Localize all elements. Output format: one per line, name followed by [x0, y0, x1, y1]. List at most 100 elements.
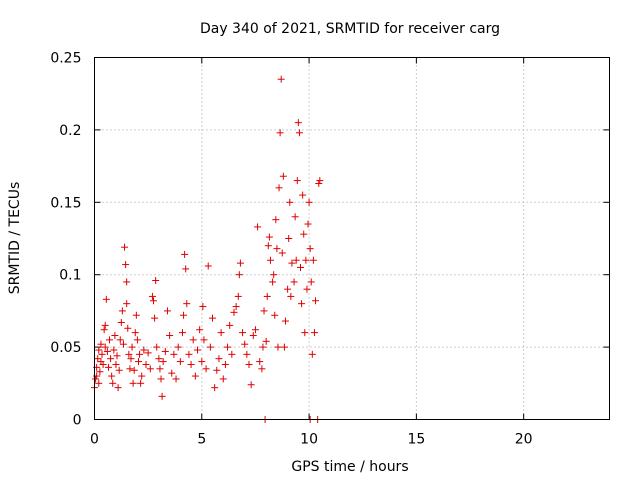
data-point	[112, 360, 120, 368]
data-point	[306, 245, 314, 253]
data-point	[115, 366, 123, 374]
data-point	[103, 347, 111, 355]
data-point	[121, 243, 129, 251]
data-point	[159, 358, 167, 366]
data-point	[132, 311, 140, 319]
data-point	[300, 230, 308, 238]
y-tick-label: 0.1	[59, 268, 81, 284]
data-point	[272, 216, 280, 224]
data-point	[308, 350, 316, 358]
data-point	[101, 343, 109, 351]
data-point	[315, 179, 323, 187]
data-point	[150, 297, 158, 305]
data-point	[298, 300, 306, 308]
data-point	[303, 285, 311, 293]
data-point	[181, 250, 189, 258]
data-point	[187, 360, 195, 368]
data-point	[104, 363, 112, 371]
data-point	[95, 379, 103, 387]
data-point	[98, 350, 106, 358]
data-point	[168, 369, 176, 377]
data-point	[106, 336, 114, 344]
data-point	[279, 172, 287, 180]
data-point	[108, 372, 116, 380]
data-point	[224, 343, 232, 351]
data-point	[226, 321, 234, 329]
y-axis-label: SRMTID / TECUs	[7, 182, 23, 295]
data-point	[124, 324, 132, 332]
data-point	[138, 372, 146, 380]
x-tick-label: 0	[90, 432, 99, 448]
x-tick-label: 20	[515, 432, 533, 448]
data-point	[259, 343, 267, 351]
data-point	[262, 337, 270, 345]
data-point	[174, 343, 182, 351]
data-point	[305, 198, 313, 206]
data-point	[275, 184, 283, 192]
data-point	[219, 375, 227, 383]
data-point	[163, 307, 171, 315]
data-point	[109, 379, 117, 387]
data-point	[280, 343, 288, 351]
data-point	[99, 360, 107, 368]
data-point	[204, 262, 212, 270]
data-point	[236, 259, 244, 267]
data-point	[273, 245, 281, 253]
data-point	[265, 233, 273, 241]
data-point	[297, 263, 304, 271]
data-point	[131, 329, 139, 337]
data-point	[235, 271, 243, 279]
data-point	[241, 340, 249, 348]
data-point	[102, 295, 110, 303]
data-point	[209, 314, 217, 322]
data-point	[310, 329, 318, 337]
data-point	[116, 336, 124, 344]
data-point	[309, 256, 317, 264]
data-point	[312, 297, 320, 305]
data-point	[295, 129, 303, 137]
x-tick-labels: 0 5 10 15 20	[90, 432, 533, 448]
y-tick-label: 0.25	[50, 51, 81, 67]
x-axis-label: GPS time / hours	[291, 459, 408, 475]
data-point	[211, 384, 219, 392]
data-point	[293, 177, 301, 185]
data-point	[285, 235, 293, 242]
data-point	[156, 365, 164, 373]
data-point	[221, 360, 229, 368]
data-point	[271, 311, 279, 319]
data-point	[176, 358, 184, 366]
data-point	[230, 308, 238, 316]
data-point	[126, 365, 134, 373]
data-point	[263, 292, 271, 300]
data-point	[215, 355, 223, 363]
data-point	[191, 372, 199, 380]
data-point	[185, 350, 193, 358]
chart-title: Day 340 of 2021, SRMTID for receiver car…	[200, 21, 500, 37]
data-point	[278, 249, 286, 257]
data-point	[196, 326, 204, 334]
data-point	[134, 358, 142, 366]
data-point	[260, 307, 268, 315]
data-point	[146, 365, 154, 373]
data-point	[172, 375, 180, 383]
data-point	[96, 368, 104, 376]
x-tick-label: 15	[407, 432, 425, 448]
data-point	[274, 343, 282, 351]
data-point	[130, 366, 138, 374]
data-point	[158, 392, 166, 400]
data-point	[292, 256, 300, 264]
data-point	[287, 292, 295, 300]
data-point	[316, 177, 324, 185]
data-point	[180, 311, 188, 319]
grid-lines	[94, 57, 610, 420]
data-point	[228, 350, 236, 358]
y-tick-label: 0	[73, 413, 82, 429]
y-tick-labels: 0 0.05 0.1 0.15 0.2 0.25	[50, 51, 81, 429]
data-point	[302, 256, 310, 264]
data-point	[291, 213, 299, 221]
data-point	[161, 347, 169, 355]
data-point	[137, 379, 145, 387]
data-point	[101, 321, 109, 329]
data-point	[249, 332, 257, 340]
